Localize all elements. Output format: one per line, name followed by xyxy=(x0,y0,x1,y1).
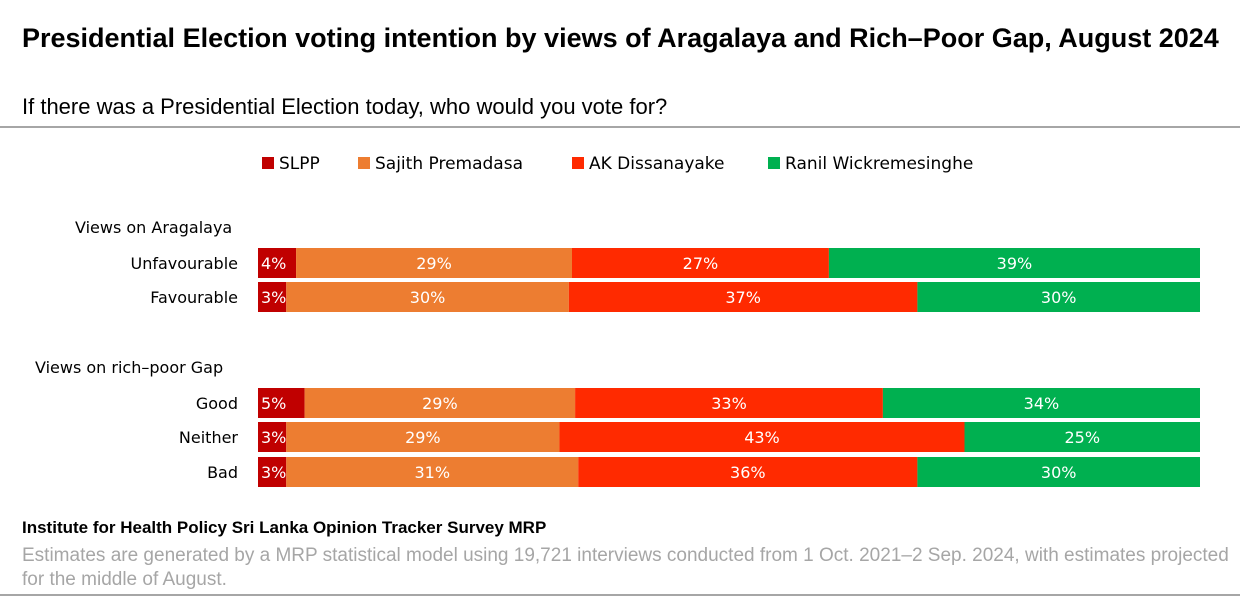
data-label: 25% xyxy=(1064,428,1100,447)
legend-swatch-1 xyxy=(358,157,370,169)
data-label: 30% xyxy=(1041,463,1077,482)
bar-segment xyxy=(258,248,297,278)
data-label: 4% xyxy=(261,254,286,273)
bar-segment xyxy=(828,248,1200,278)
data-label: 34% xyxy=(1024,394,1060,413)
data-label: 36% xyxy=(730,463,766,482)
bar-segment xyxy=(286,282,569,312)
row-label: Favourable xyxy=(150,288,238,307)
data-label: 31% xyxy=(414,463,450,482)
legend-swatch-2 xyxy=(572,157,584,169)
legend-label-1: Sajith Premadasa xyxy=(375,154,523,174)
group-label-0: Views on Aragalaya xyxy=(75,218,232,237)
chart-subtitle: If there was a Presidential Election tod… xyxy=(22,94,668,119)
legend-swatch-0 xyxy=(262,157,274,169)
data-label: 27% xyxy=(683,254,719,273)
data-label: 39% xyxy=(997,254,1033,273)
bar-segment xyxy=(258,422,287,452)
legend-label-3: Ranil Wickremesinghe xyxy=(785,154,973,174)
data-label: 29% xyxy=(422,394,458,413)
data-label: 33% xyxy=(711,394,747,413)
bar-segment xyxy=(964,422,1200,452)
bar-segment xyxy=(286,457,579,487)
data-label: 43% xyxy=(744,428,780,447)
data-label: 3% xyxy=(261,288,286,307)
footer-divider xyxy=(0,594,1240,596)
data-label: 29% xyxy=(416,254,452,273)
legend-label-0: SLPP xyxy=(279,154,320,174)
row-label: Unfavourable xyxy=(130,254,238,273)
methodology-note: Estimates are generated by a MRP statist… xyxy=(22,545,1229,590)
bar-segment xyxy=(258,457,287,487)
bar-segment xyxy=(882,388,1200,418)
data-label: 3% xyxy=(261,463,286,482)
chart-title: Presidential Election voting intention b… xyxy=(22,23,1219,53)
data-label: 3% xyxy=(261,428,286,447)
group-label-1: Views on rich–poor Gap xyxy=(35,358,223,377)
source-label: Institute for Health Policy Sri Lanka Op… xyxy=(22,518,547,537)
row-label: Good xyxy=(196,394,238,413)
data-label: 29% xyxy=(405,428,441,447)
row-label: Bad xyxy=(207,463,238,482)
data-label: 30% xyxy=(410,288,446,307)
row-label: Neither xyxy=(179,428,239,447)
bar-segment xyxy=(258,388,305,418)
bar-segment xyxy=(296,248,572,278)
bar-segment xyxy=(572,248,829,278)
data-label: 30% xyxy=(1041,288,1077,307)
bar-segment xyxy=(304,388,576,418)
bar-segment xyxy=(559,422,965,452)
data-label: 5% xyxy=(261,394,286,413)
legend-swatch-3 xyxy=(768,157,780,169)
bar-segment xyxy=(575,388,883,418)
bar-segment xyxy=(917,457,1200,487)
bar-segment xyxy=(258,282,287,312)
stacked-bar-chart: SLPP Sajith Premadasa AK Dissanayake Ranil … xyxy=(35,154,1200,487)
bar-segment xyxy=(917,282,1200,312)
bar-segment xyxy=(286,422,560,452)
legend-label-2: AK Dissanayake xyxy=(589,154,725,174)
bar-segment xyxy=(568,282,918,312)
header-divider xyxy=(0,126,1240,128)
data-label: 37% xyxy=(725,288,761,307)
bar-segment xyxy=(578,457,918,487)
